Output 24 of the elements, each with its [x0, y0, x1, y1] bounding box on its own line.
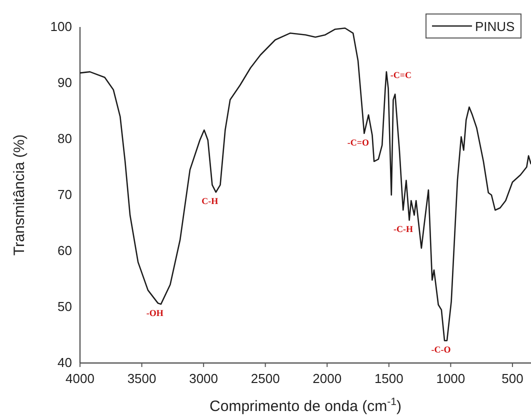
x-tick-label: 2000	[312, 371, 342, 386]
annotation: C-H	[202, 196, 218, 206]
annotation: -C-H	[394, 224, 414, 234]
y-tick-label: 90	[58, 75, 72, 90]
y-tick-label: 80	[58, 131, 72, 146]
y-tick-label: 70	[58, 187, 72, 202]
y-axis-title: Transmitância (%)	[11, 134, 28, 256]
x-tick-label: 500	[502, 371, 524, 386]
x-tick-label: 2500	[250, 371, 280, 386]
x-tick-label: 4000	[66, 371, 94, 386]
x-axis-title: Comprimento de onda (cm$^{-1}$)	[210, 396, 402, 415]
y-tick-label: 60	[58, 243, 72, 258]
annotation: -C=O	[347, 137, 370, 148]
y-tick-label: 100	[50, 19, 72, 34]
annotation: -C-O	[431, 344, 451, 355]
annotation: -C=C	[390, 70, 412, 80]
y-tick-label: 40	[58, 355, 72, 370]
legend-label: PINUS	[475, 19, 516, 34]
x-tick-label: 1000	[436, 371, 466, 386]
x-tick-label: 3500	[127, 371, 156, 386]
annotation: -OH	[146, 308, 164, 318]
y-tick-label: 50	[58, 299, 72, 314]
x-tick-label: 3000	[189, 371, 218, 386]
x-tick-label: 1500	[374, 371, 404, 386]
